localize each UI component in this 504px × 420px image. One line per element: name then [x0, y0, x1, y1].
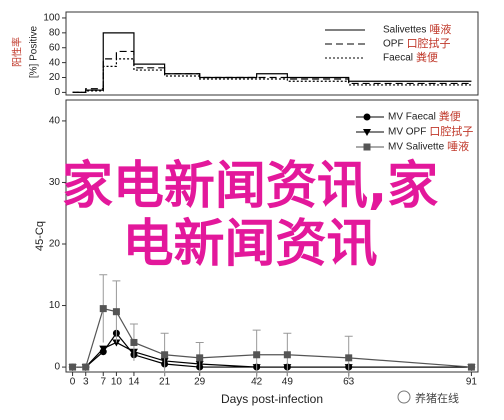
x-tick-label: 63 — [343, 377, 355, 388]
marker — [363, 129, 371, 136]
y-tick-label: 40 — [49, 57, 61, 68]
marker — [112, 339, 121, 347]
marker — [363, 113, 371, 121]
marker — [196, 354, 204, 362]
watermark-icon — [397, 390, 411, 404]
legend-label: Salivettes — [383, 25, 426, 36]
y-tick-label: 0 — [54, 87, 60, 98]
x-tick-label: 0 — [70, 377, 76, 388]
overlay-text: 家电新闻资讯,家电新闻资讯 — [61, 157, 439, 274]
y-tick-label: 40 — [49, 116, 61, 127]
y-tick-label: 80 — [49, 27, 61, 38]
x-tick-label: 7 — [100, 377, 106, 388]
legend-label-cn: 口腔拭子 — [407, 36, 451, 50]
y-tick-label: 10 — [49, 300, 61, 311]
legend-label-cn: 粪便 — [416, 50, 438, 64]
marker — [99, 305, 107, 313]
marker — [283, 351, 291, 359]
legend-label: OPF — [383, 39, 404, 50]
x-tick-label: 10 — [111, 377, 123, 388]
legend-label: MV Faecal — [388, 112, 436, 123]
legend-label: Faecal — [383, 53, 413, 64]
legend-label: MV OPF — [388, 127, 426, 138]
x-tick-label: 3 — [83, 377, 89, 388]
marker — [345, 354, 353, 362]
legend-label-cn: 唾液 — [429, 22, 451, 36]
marker — [161, 351, 169, 359]
y-axis-title: 45-Cq — [34, 221, 46, 251]
marker — [69, 363, 77, 371]
x-tick-label: 29 — [194, 377, 206, 388]
legend-label-cn: 粪便 — [439, 109, 461, 123]
marker — [363, 143, 371, 151]
marker — [130, 338, 138, 346]
legend-label-cn: 口腔拭子 — [429, 124, 473, 138]
x-tick-label: 42 — [251, 377, 263, 388]
series-line — [72, 307, 472, 368]
x-tick-label: 91 — [466, 377, 478, 388]
marker — [82, 363, 90, 371]
y-tick-label: 30 — [49, 177, 61, 188]
y-axis-title-cn: 阳性率 — [11, 37, 24, 67]
bottom-frame — [65, 99, 479, 373]
legend-label-cn: 唾液 — [447, 139, 469, 153]
legend-label: MV Salivette — [388, 142, 445, 153]
marker — [467, 363, 475, 371]
x-axis-title: Days post-infection — [221, 392, 323, 406]
watermark: 养猪在线 — [415, 393, 459, 405]
x-tick-label: 14 — [128, 377, 140, 388]
marker — [99, 345, 108, 353]
x-tick-label: 49 — [282, 377, 294, 388]
y-axis-title: [%] Positive — [29, 25, 40, 78]
y-tick-label: 60 — [49, 42, 61, 53]
y-tick-label: 20 — [49, 72, 61, 83]
top-frame — [65, 11, 479, 96]
series-line — [72, 58, 472, 93]
marker — [112, 308, 120, 316]
y-tick-label: 20 — [49, 239, 61, 250]
y-tick-label: 100 — [43, 13, 60, 24]
series-line — [72, 50, 472, 93]
x-tick-label: 21 — [159, 377, 171, 388]
y-tick-label: 0 — [54, 362, 60, 373]
marker — [253, 351, 261, 359]
